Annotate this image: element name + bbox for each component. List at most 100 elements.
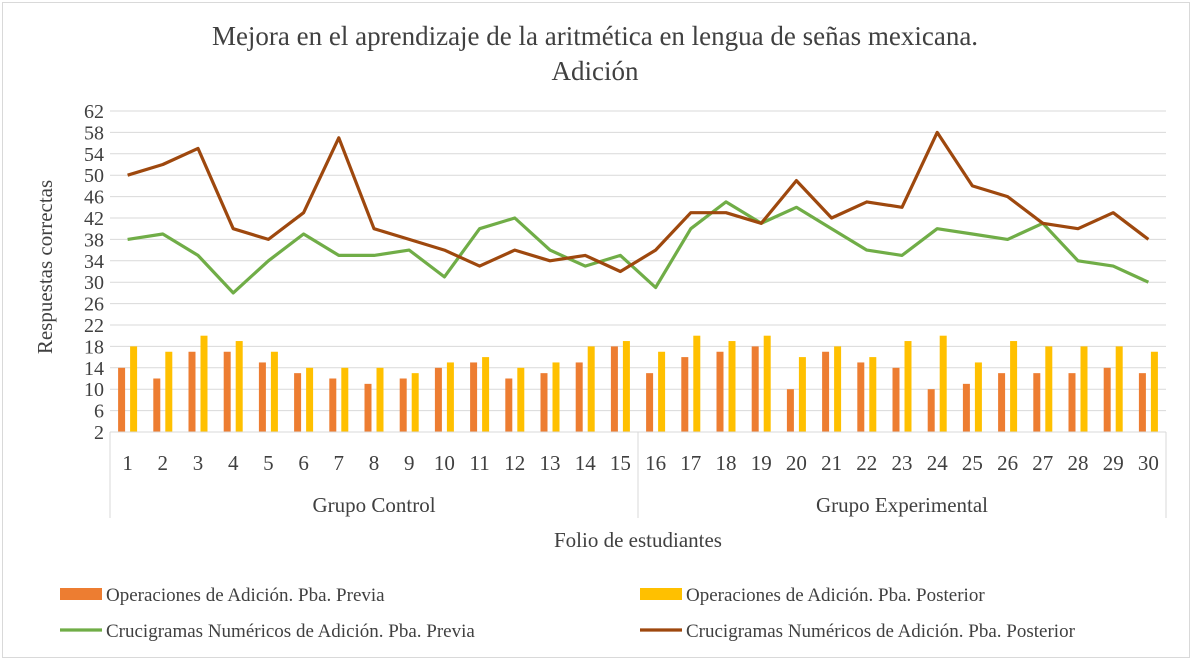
- legend-label: Operaciones de Adición. Pba. Previa: [106, 585, 385, 606]
- x-tick-label: 28: [1068, 451, 1089, 475]
- bar: [294, 373, 302, 432]
- x-tick-label: 30: [1138, 451, 1159, 475]
- bar-series: [118, 335, 1158, 432]
- bar: [470, 362, 478, 432]
- bar: [1045, 346, 1053, 432]
- y-tick-label: 14: [84, 358, 104, 380]
- x-tick-label: 18: [716, 451, 737, 475]
- bar: [658, 351, 666, 432]
- y-tick-label: 26: [84, 294, 104, 316]
- bar: [998, 373, 1006, 432]
- bar: [693, 335, 701, 432]
- x-tick-label: 25: [962, 451, 983, 475]
- bar: [1033, 373, 1041, 432]
- x-tick-label: 21: [821, 451, 842, 475]
- y-tick-label: 34: [84, 251, 104, 273]
- bar: [1150, 351, 1158, 432]
- y-tick-label: 10: [84, 379, 104, 401]
- x-tick-label: 4: [228, 451, 239, 475]
- y-tick-label: 38: [84, 229, 104, 251]
- bar: [376, 367, 384, 432]
- x-tick-label: 13: [540, 451, 561, 475]
- x-tick-label: 14: [575, 451, 597, 475]
- x-tick-label: 9: [404, 451, 415, 475]
- legend: Operaciones de Adición. Pba. Previa Opera…: [60, 585, 1076, 642]
- x-tick-label: 24: [927, 451, 949, 475]
- series-line: [127, 130, 1150, 274]
- x-tick-label: 26: [997, 451, 1018, 475]
- bar: [610, 346, 618, 432]
- x-tick-label: 29: [1103, 451, 1124, 475]
- bar: [153, 378, 161, 432]
- y-tick-label: 42: [84, 208, 104, 230]
- x-tick-label: 27: [1032, 451, 1053, 475]
- x-tick-label: 16: [645, 451, 666, 475]
- x-tick-label: 11: [469, 451, 489, 475]
- line-series: [127, 130, 1150, 295]
- bar: [517, 367, 525, 432]
- bar: [130, 346, 138, 432]
- bar: [716, 351, 724, 432]
- x-tick-label: 5: [263, 451, 274, 475]
- bar: [857, 362, 865, 432]
- bar: [482, 357, 490, 432]
- bar: [786, 389, 794, 432]
- y-tick-label: 46: [84, 187, 104, 209]
- bar: [306, 367, 314, 432]
- legend-label: Crucigramas Numéricos de Adición. Pba. P…: [106, 621, 475, 642]
- x-tick-label: 6: [298, 451, 309, 475]
- x-axis-title: Folio de estudiantes: [554, 528, 722, 552]
- x-tick-label: 15: [610, 451, 631, 475]
- bar: [540, 373, 548, 432]
- x-tick-label: 2: [158, 451, 169, 475]
- bar: [822, 351, 830, 432]
- bar: [728, 341, 736, 432]
- bar: [962, 383, 970, 432]
- x-tick-label: 19: [751, 451, 772, 475]
- bar: [329, 378, 337, 432]
- bar: [1115, 346, 1123, 432]
- bar: [939, 335, 947, 432]
- bar: [258, 362, 266, 432]
- x-tick-label: 20: [786, 451, 807, 475]
- x-tick-label: 1: [122, 451, 133, 475]
- y-tick-label: 58: [84, 122, 104, 144]
- bar: [1080, 346, 1088, 432]
- x-axis: 1 2 3 4 5 6 7 8 9 10 11 12 13 14 15 16 17 18 19 20 21 22 23 24 2…: [109, 431, 1167, 518]
- x-tick-label: 10: [434, 451, 455, 475]
- y-tick-label: 62: [84, 101, 104, 123]
- x-tick-label: 23: [892, 451, 913, 475]
- bar: [341, 367, 349, 432]
- bar: [188, 351, 196, 432]
- bar: [235, 341, 243, 432]
- x-tick-label: 3: [193, 451, 204, 475]
- y-tick-label: 54: [84, 144, 104, 166]
- bar: [575, 362, 583, 432]
- bar: [1138, 373, 1146, 432]
- y-axis-title: Respuestas correctas: [33, 180, 57, 354]
- bar: [1068, 373, 1076, 432]
- bar: [798, 357, 806, 432]
- x-tick-label: 22: [856, 451, 877, 475]
- bar: [446, 362, 454, 432]
- bar: [1010, 341, 1018, 432]
- bar: [927, 389, 935, 432]
- y-tick-label: 30: [84, 272, 104, 294]
- legend-swatch-bar: [60, 588, 102, 600]
- y-tick-label: 18: [84, 336, 104, 358]
- group-label: Grupo Control: [312, 493, 435, 517]
- bar: [869, 357, 877, 432]
- chart-title: Mejora en el aprendizaje de la aritmétic…: [212, 21, 978, 51]
- bar: [892, 367, 900, 432]
- y-tick-label: 6: [94, 401, 104, 423]
- y-tick-label: 50: [84, 165, 104, 187]
- bar: [270, 351, 278, 432]
- bar: [552, 362, 560, 432]
- bar: [834, 346, 842, 432]
- y-tick-label: 22: [84, 315, 104, 337]
- legend-label: Crucigramas Numéricos de Adición. Pba. P…: [686, 621, 1076, 642]
- bar: [974, 362, 982, 432]
- x-tick-label: 17: [680, 451, 701, 475]
- bar: [646, 373, 654, 432]
